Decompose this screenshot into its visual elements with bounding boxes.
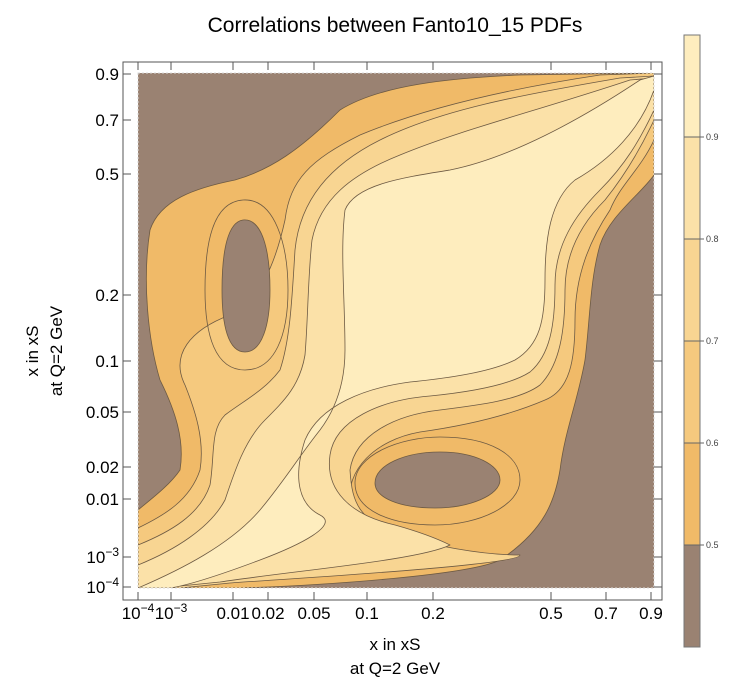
contour-island-upper-left [221, 219, 271, 353]
plot-frame [137, 72, 655, 589]
y-tick-label: 0.9 [95, 65, 119, 84]
legend-tick-label: 0.7 [706, 336, 719, 346]
chart-title: Correlations between Fanto10_15 PDFs [207, 14, 583, 37]
x-tick-label: 0.2 [421, 604, 445, 623]
color-legend: 0.9 0.8 0.7 0.6 0.5 [683, 34, 719, 648]
contour-region-0.9 [138, 75, 654, 588]
y-tick-label: 0.2 [95, 286, 119, 305]
contour-island-lower-right [374, 451, 501, 509]
x-ticks: 10−4 10−3 0.01 0.02 0.05 0.1 0.2 0.5 0.7 0.9 [122, 62, 663, 623]
legend-tick-label: 0.6 [706, 438, 719, 448]
y-tick-label: 10−4 [86, 575, 119, 597]
x-tick-label: 10−4 [122, 601, 155, 623]
x-tick-label: 0.5 [539, 604, 563, 623]
legend-band [684, 35, 700, 137]
contour-ring-lower-right [354, 436, 521, 526]
y-tick-label: 0.01 [86, 490, 119, 509]
x-tick-label: 0.9 [639, 604, 663, 623]
legend-band [684, 341, 700, 443]
axes-frame [122, 61, 663, 601]
y-tick-label: 0.05 [86, 403, 119, 422]
legend-band [684, 239, 700, 341]
x-tick-label: 0.01 [216, 604, 249, 623]
x-tick-label: 0.05 [297, 604, 330, 623]
x-axis-label: x in xS at Q=2 GeV [295, 633, 495, 681]
contour-ring-upper-left [204, 199, 289, 371]
x-tick-label: 0.02 [251, 604, 284, 623]
legend-band [684, 137, 700, 239]
y-tick-label: 10−3 [86, 545, 119, 567]
y-tick-label: 0.5 [95, 165, 119, 184]
x-tick-label: 0.1 [355, 604, 379, 623]
legend-band [684, 545, 700, 647]
legend-tick-label: 0.8 [706, 234, 719, 244]
y-tick-label: 0.02 [86, 458, 119, 477]
x-tick-label: 0.7 [594, 604, 618, 623]
legend-band [684, 443, 700, 545]
legend-tick-label: 0.9 [706, 132, 719, 142]
y-tick-label: 0.1 [95, 352, 119, 371]
x-axis-label-line1: x in xS [369, 635, 421, 654]
y-tick-label: 0.7 [95, 111, 119, 130]
x-tick-label: 10−3 [155, 601, 188, 623]
legend-tick-label: 0.5 [706, 540, 719, 550]
y-ticks: 0.9 0.7 0.5 0.2 0.1 0.05 0.02 0.01 10−3 10−4 [86, 65, 662, 597]
x-axis-label-line2: at Q=2 GeV [349, 659, 441, 678]
